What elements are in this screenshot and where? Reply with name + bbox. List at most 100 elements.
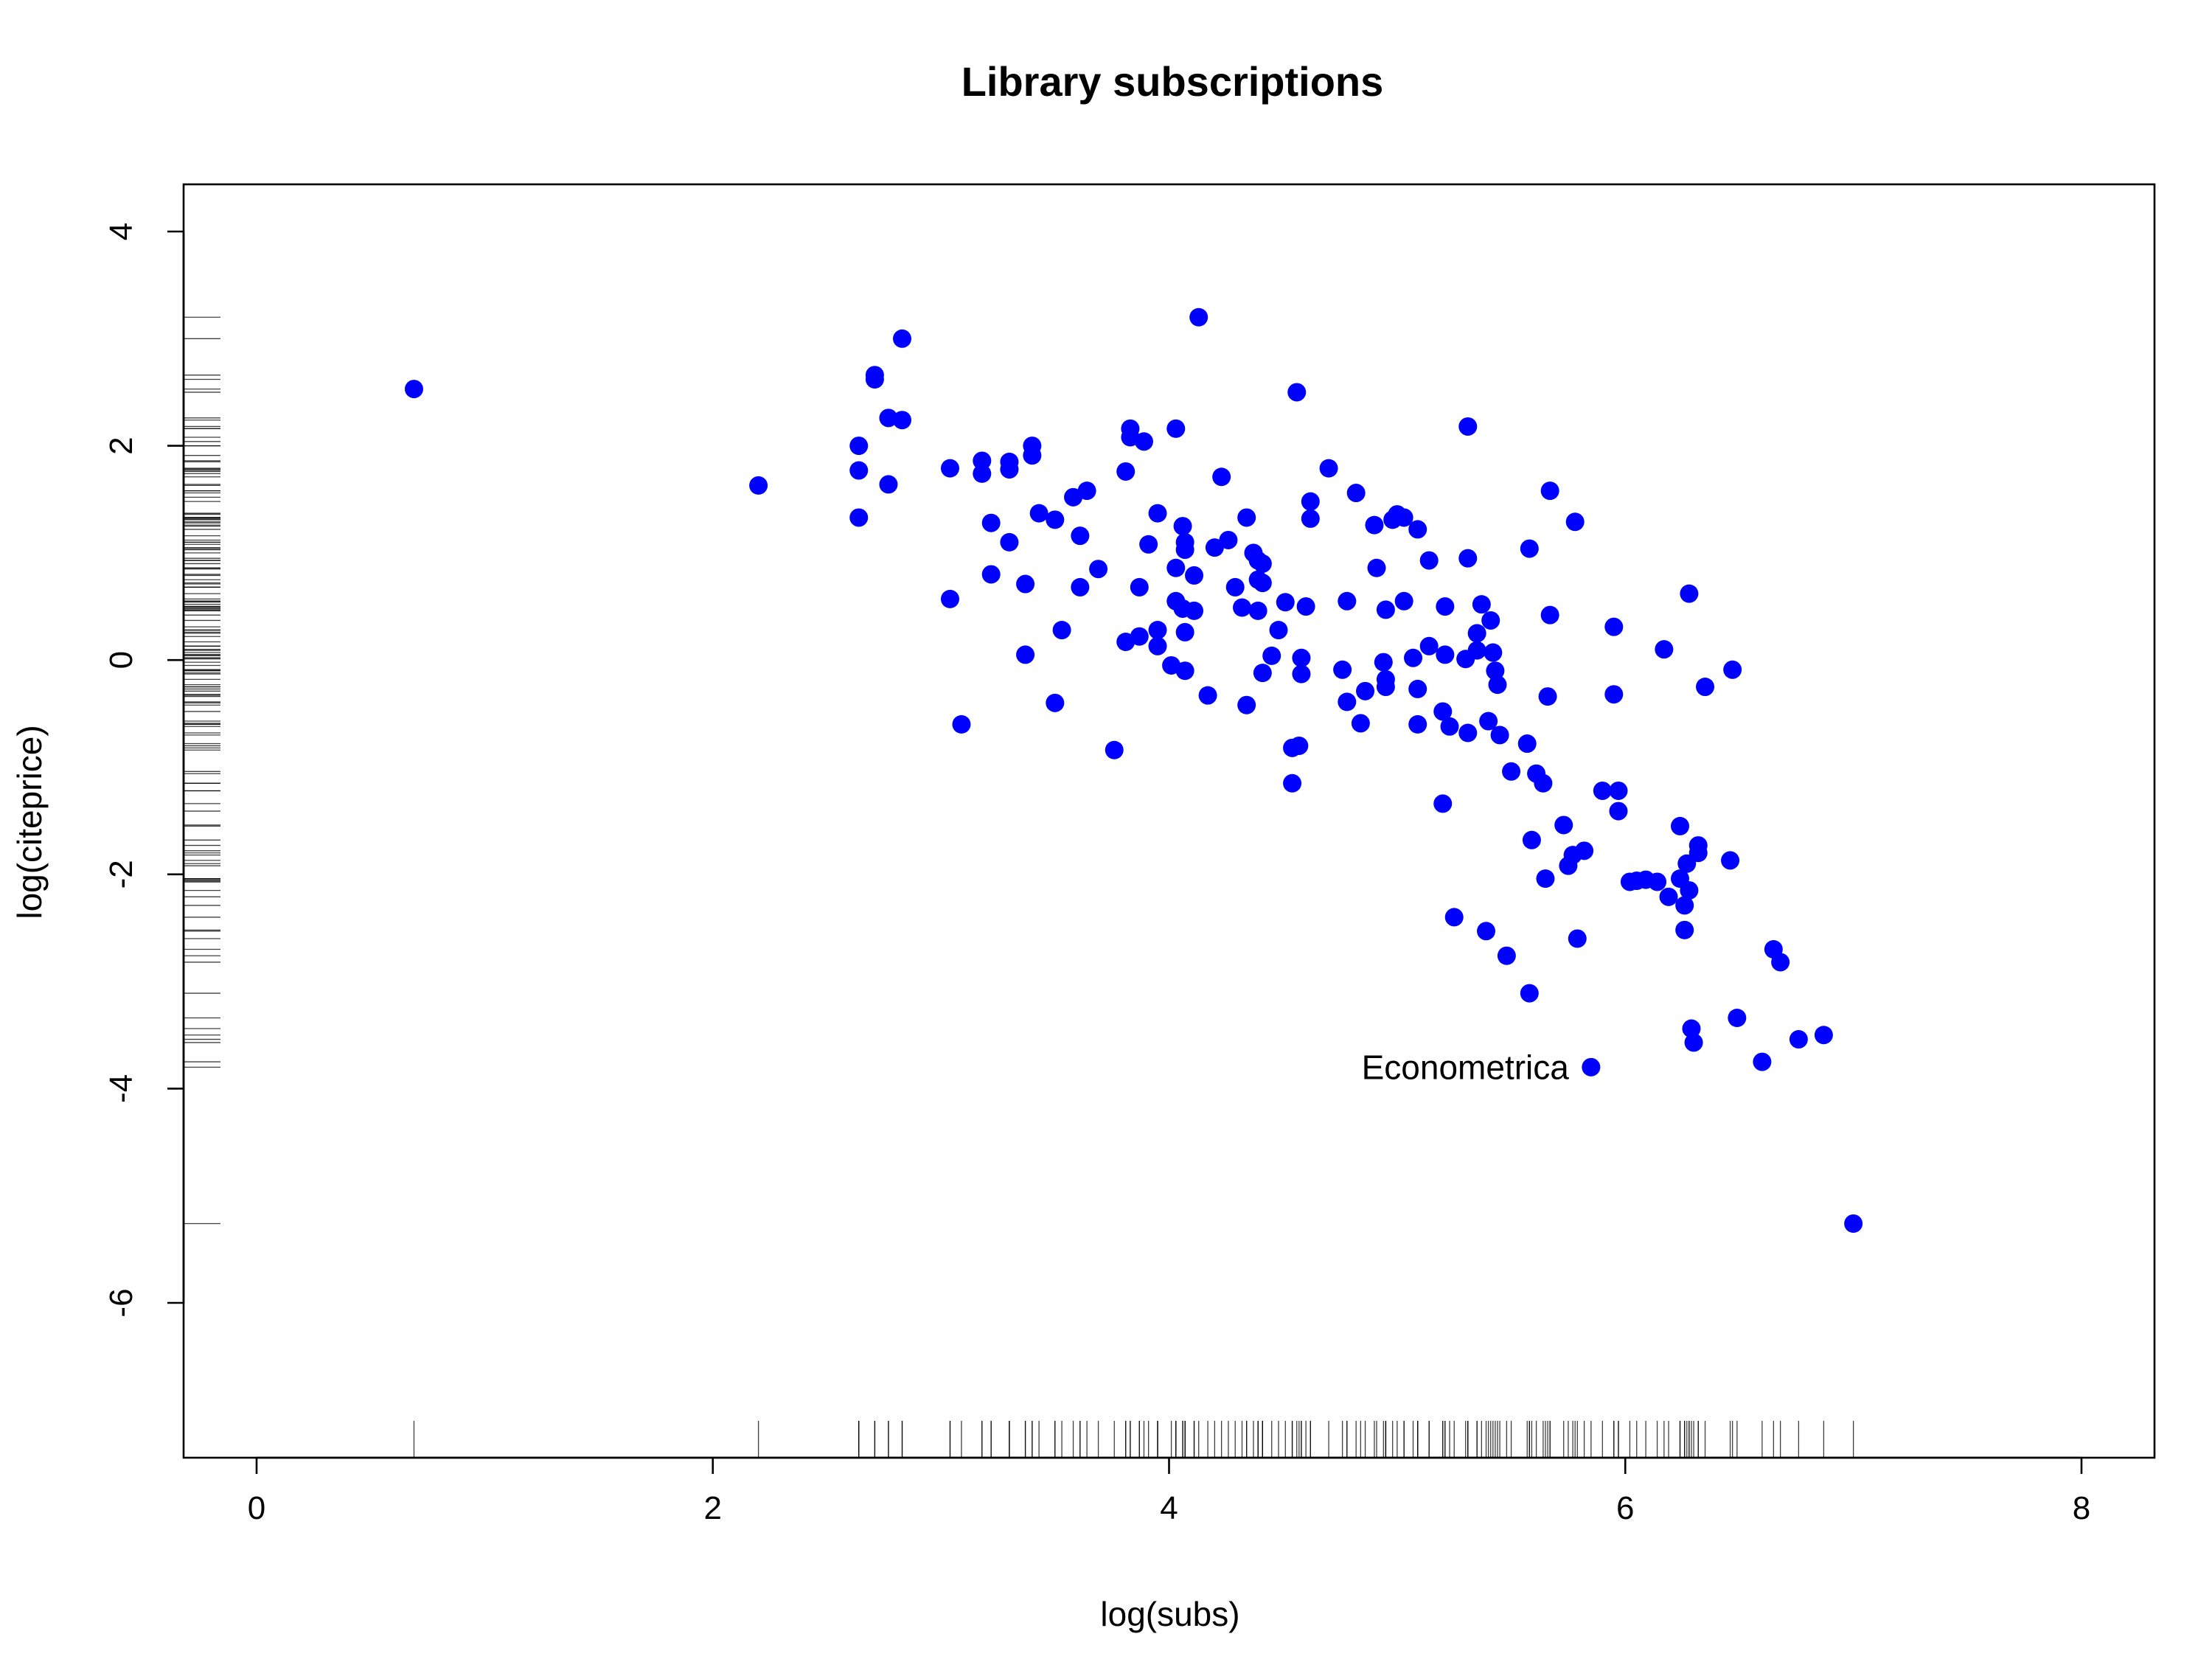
data-point bbox=[1071, 577, 1090, 597]
data-point bbox=[1253, 664, 1272, 683]
data-point bbox=[1046, 693, 1065, 712]
data-point bbox=[1680, 584, 1699, 603]
data-point bbox=[1490, 726, 1509, 745]
data-point bbox=[1394, 508, 1413, 527]
data-point bbox=[1604, 617, 1624, 636]
data-point bbox=[1166, 558, 1186, 577]
data-point bbox=[1688, 844, 1708, 863]
data-point bbox=[1225, 577, 1245, 597]
x-tick-label: 2 bbox=[704, 1490, 722, 1526]
data-point bbox=[1497, 946, 1516, 965]
data-point bbox=[1467, 641, 1486, 660]
y-tick-label: -6 bbox=[103, 1288, 139, 1317]
data-point bbox=[1593, 781, 1612, 800]
data-point bbox=[1404, 648, 1423, 667]
data-point bbox=[1520, 539, 1539, 558]
y-axis: -6 -4 -2 0 2 4 bbox=[103, 223, 185, 1318]
data-point bbox=[1000, 532, 1019, 552]
data-point bbox=[1814, 1026, 1833, 1045]
data-point bbox=[1540, 605, 1559, 625]
y-axis-label: log(citeprice) bbox=[10, 725, 49, 919]
data-point bbox=[1433, 794, 1453, 813]
data-point bbox=[1338, 591, 1357, 611]
data-point bbox=[1458, 549, 1478, 568]
data-point bbox=[1166, 419, 1186, 438]
data-point bbox=[1444, 908, 1464, 927]
data-point bbox=[1376, 600, 1395, 619]
point-annotation: Econometrica bbox=[1362, 1048, 1570, 1086]
data-point bbox=[1721, 851, 1740, 870]
data-point bbox=[1253, 574, 1272, 593]
data-point bbox=[1071, 526, 1090, 546]
data-point bbox=[1290, 736, 1309, 755]
data-point bbox=[879, 408, 898, 428]
x-tick-label: 8 bbox=[2073, 1490, 2090, 1526]
data-point bbox=[1130, 577, 1149, 597]
data-point bbox=[1287, 383, 1307, 402]
data-point bbox=[1365, 515, 1384, 535]
data-point bbox=[1609, 781, 1628, 800]
data-point bbox=[1565, 512, 1585, 532]
data-point bbox=[1728, 1009, 1747, 1028]
data-point bbox=[981, 565, 1001, 584]
data-point bbox=[1269, 621, 1288, 640]
data-point bbox=[1659, 887, 1678, 906]
data-point bbox=[1789, 1030, 1808, 1049]
data-point bbox=[1844, 1214, 1863, 1233]
x-axis-label: log(subs) bbox=[1100, 1595, 1239, 1633]
data-point bbox=[1479, 712, 1498, 731]
data-point bbox=[1356, 681, 1375, 700]
data-point bbox=[941, 459, 959, 478]
data-point bbox=[849, 461, 869, 480]
data-point bbox=[1134, 432, 1153, 451]
data-point bbox=[893, 329, 912, 348]
data-point bbox=[1130, 627, 1149, 646]
data-point bbox=[1436, 645, 1455, 664]
data-point bbox=[952, 714, 971, 734]
x-tick-label: 0 bbox=[248, 1490, 265, 1526]
data-point bbox=[1185, 566, 1204, 585]
data-point bbox=[1333, 660, 1352, 679]
data-point bbox=[1440, 717, 1459, 736]
data-point bbox=[1771, 953, 1790, 972]
data-point bbox=[1477, 922, 1496, 941]
data-point bbox=[1502, 762, 1521, 781]
data-point bbox=[879, 475, 898, 494]
data-point bbox=[1219, 530, 1238, 549]
data-point bbox=[1029, 504, 1048, 523]
data-point bbox=[1696, 678, 1715, 697]
data-point bbox=[1301, 492, 1320, 511]
data-point bbox=[1346, 484, 1366, 503]
data-point bbox=[1481, 611, 1500, 630]
y-rug bbox=[184, 316, 220, 1225]
data-point bbox=[1292, 664, 1311, 684]
data-point bbox=[1604, 685, 1624, 704]
data-point bbox=[1575, 841, 1594, 860]
data-point bbox=[1301, 509, 1320, 528]
data-point bbox=[1680, 881, 1699, 900]
data-point bbox=[1517, 734, 1537, 754]
data-point bbox=[1419, 551, 1439, 570]
data-point bbox=[893, 411, 912, 430]
data-point bbox=[1116, 462, 1135, 481]
x-axis: 0 2 4 6 8 bbox=[248, 1456, 2090, 1526]
data-point bbox=[1148, 504, 1167, 523]
data-point bbox=[1367, 558, 1386, 577]
data-point bbox=[1458, 417, 1478, 436]
y-tick-label: -4 bbox=[103, 1074, 139, 1103]
x-rug bbox=[413, 1421, 1854, 1458]
data-point bbox=[1148, 621, 1167, 640]
data-point bbox=[1655, 640, 1674, 659]
data-point bbox=[865, 370, 884, 389]
data-point bbox=[1433, 702, 1453, 721]
data-point bbox=[1185, 601, 1204, 620]
data-point bbox=[1283, 773, 1302, 793]
data-point bbox=[1023, 446, 1042, 465]
data-point bbox=[1189, 307, 1208, 327]
data-point bbox=[1248, 601, 1267, 620]
x-tick-label: 6 bbox=[1616, 1490, 1634, 1526]
data-point bbox=[1486, 661, 1505, 681]
data-point bbox=[1419, 636, 1439, 655]
data-point bbox=[1262, 646, 1281, 665]
